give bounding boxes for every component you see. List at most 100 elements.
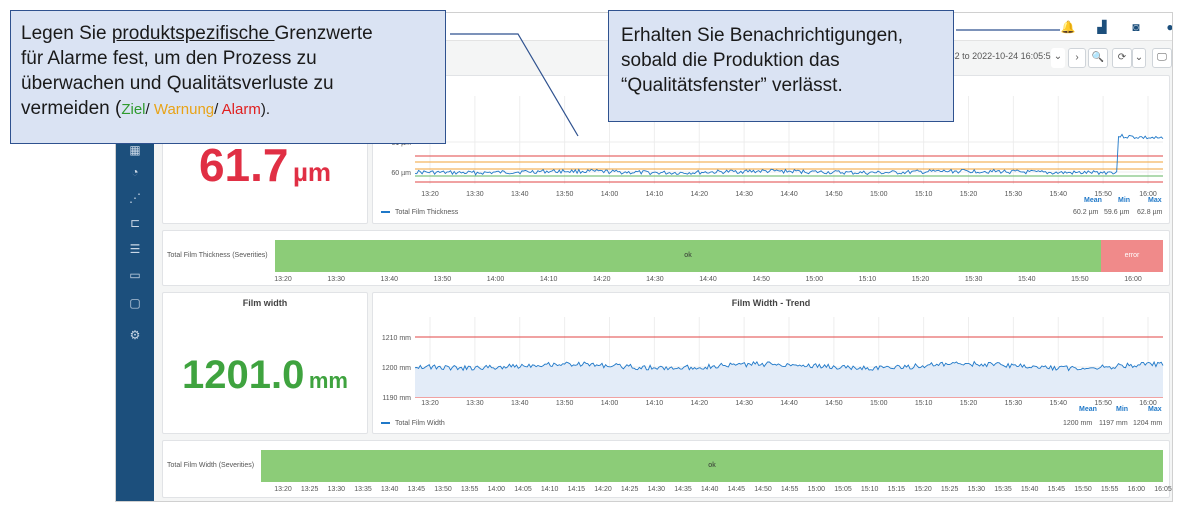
x-tick-label: 14:10 — [646, 191, 664, 198]
thickness-severity-axis: 13:20 13:30 13:40 13:50 14:00 14:10 14:20 14:30… — [274, 276, 1163, 286]
factory-icon[interactable]: ▟ — [1097, 20, 1107, 34]
x-tick-label: 14:00 — [601, 191, 619, 198]
width-legend[interactable]: Total Film Width — [381, 420, 1163, 427]
severity-error-bar[interactable]: error — [1101, 240, 1163, 272]
thickness-legend[interactable]: Total Film Thickness — [381, 209, 1163, 216]
x-tick-label: 14:50 — [825, 400, 843, 407]
axis-tick-label: 13:25 — [300, 486, 319, 493]
axis-tick-label: 14:50 — [754, 486, 772, 493]
axis-tick-label: 15:30 — [967, 486, 986, 493]
x-tick-label: 15:40 — [1049, 191, 1067, 198]
axis-tick-label: 14:30 — [646, 276, 664, 283]
x-tick-label: 13:30 — [466, 191, 484, 198]
axis-tick-label: 15:50 — [1074, 486, 1092, 493]
time-range-dropdown-icon[interactable]: ⌄ — [1051, 48, 1065, 68]
callout-notifications: Erhalten Sie Benachrichtigungen, sobald … — [608, 10, 954, 122]
x-tick-label: 15:00 — [870, 191, 888, 198]
width-stat-panel: Film width 1201.0 mm — [162, 292, 368, 434]
folder-icon[interactable]: ▢ — [129, 296, 141, 310]
axis-tick-label: 13:45 — [407, 486, 426, 493]
x-tick-label: 15:50 — [1094, 400, 1112, 407]
time-next-button[interactable]: › — [1068, 48, 1086, 68]
thickness-severity-panel: Total Film Thickness (Severities) ok err… — [162, 230, 1170, 286]
scatter-chart-icon[interactable]: ⋰ — [129, 191, 141, 205]
x-tick-label: 15:50 — [1094, 191, 1112, 198]
user-icon[interactable]: ● — [1166, 20, 1173, 34]
width-max-value: 1204 mm — [1133, 420, 1163, 427]
axis-tick-label: 14:20 — [594, 486, 612, 493]
thickness-min-value: 59.6 µm — [1104, 209, 1130, 216]
x-tick-label: 13:50 — [556, 191, 574, 198]
y-tick-label: 1210 mm — [382, 335, 411, 342]
axis-tick-label: 14:05 — [514, 486, 532, 493]
severity-ok-bar[interactable]: ok — [261, 450, 1163, 482]
axis-tick-label: 14:00 — [486, 276, 505, 283]
series-swatch-icon — [381, 211, 390, 214]
series-line — [414, 133, 1164, 176]
callout-line-4: vermeiden (Ziel/ Warnung/ Alarm). — [21, 98, 271, 119]
x-tick-label: 14:10 — [646, 400, 664, 407]
axis-tick-label: 14:55 — [780, 486, 799, 493]
width-max-header: Max — [1148, 406, 1162, 413]
pipeline-icon[interactable]: ⊏ — [129, 216, 141, 230]
severity-ok-bar[interactable]: ok — [275, 240, 1101, 272]
width-severity-label: Total Film Width (Severities) — [167, 462, 255, 469]
width-min-value: 1197 mm — [1099, 420, 1128, 427]
x-tick-label: 15:00 — [870, 400, 888, 407]
axis-tick-label: 13:20 — [274, 276, 292, 283]
x-tick-label: 13:20 — [421, 400, 439, 407]
axis-tick-label: 15:50 — [1071, 276, 1089, 283]
zoom-out-button[interactable]: 🔍 — [1088, 48, 1108, 68]
refresh-button[interactable]: ⟳ — [1112, 48, 1132, 68]
axis-tick-label: 14:25 — [620, 486, 639, 493]
time-range-text[interactable]: 2022-10-24 13:15:42 to 2022-10-24 16:05:… — [876, 51, 1056, 61]
axis-tick-label: 13:20 — [274, 486, 292, 493]
camera-icon[interactable]: ◙ — [1132, 20, 1140, 34]
calendar-icon[interactable]: ▭ — [129, 268, 141, 282]
x-tick-label: 14:40 — [780, 400, 798, 407]
series-line — [414, 360, 1164, 372]
pie-chart-icon[interactable]: ◔ — [131, 165, 139, 179]
axis-tick-label: 14:50 — [752, 276, 770, 283]
width-severity-panel: Total Film Width (Severities) ok 13:20 13… — [162, 440, 1172, 498]
axis-tick-label: 15:30 — [964, 276, 983, 283]
bell-icon[interactable]: 🔔 — [1060, 20, 1076, 34]
axis-tick-label: 13:30 — [327, 276, 345, 283]
axis-tick-label: 13:30 — [327, 486, 346, 493]
thickness-value: 61.7 µm — [198, 139, 332, 191]
axis-tick-label: 15:15 — [887, 486, 906, 493]
x-tick-label: 15:30 — [1005, 191, 1023, 198]
axis-tick-label: 13:40 — [380, 276, 399, 283]
axis-tick-label: 14:40 — [699, 276, 717, 283]
thickness-severity-label: Total Film Thickness (Severities) — [167, 252, 268, 259]
x-tick-label: 14:20 — [690, 191, 708, 198]
axis-tick-label: 14:00 — [487, 486, 506, 493]
thickness-min-header: Min — [1118, 197, 1131, 204]
dashboard-icon[interactable]: ▦ — [129, 143, 141, 157]
severity-ok-text: ok — [708, 462, 716, 469]
axis-tick-label: 13:40 — [380, 486, 399, 493]
x-tick-label: 13:50 — [556, 400, 574, 407]
legend-alarm: Alarm — [221, 101, 261, 118]
callout-thresholds: Legen Sie produktspezifische Grenzwerte … — [10, 10, 446, 144]
callout-line-3: “Qualitätsfenster” verlässt. — [621, 75, 843, 96]
axis-tick-label: 15:45 — [1047, 486, 1066, 493]
display-mode-button[interactable]: 🖵 — [1152, 48, 1172, 68]
x-tick-label: 13:30 — [466, 400, 484, 407]
axis-tick-label: 14:35 — [674, 486, 692, 493]
x-tick-label: 14:20 — [690, 400, 708, 407]
refresh-interval-dropdown[interactable]: ⌄ — [1132, 48, 1146, 68]
axis-tick-label: 14:45 — [727, 486, 746, 493]
width-chart-panel: Film Width - Trend 13:20 13:30 13:40 13:50 1… — [372, 292, 1170, 434]
x-tick-label: 14:30 — [735, 191, 753, 198]
settings-icon[interactable]: ⚙ — [129, 328, 141, 342]
list-icon[interactable]: ☰ — [129, 242, 141, 256]
x-tick-label: 15:10 — [915, 191, 933, 198]
callout-line-2: sobald die Produktion das — [621, 50, 840, 71]
callout-line-1: Erhalten Sie Benachrichtigungen, — [621, 25, 904, 46]
axis-tick-label: 15:05 — [834, 486, 852, 493]
thickness-max-value: 62.8 µm — [1137, 209, 1163, 216]
width-stat-title: Film width — [242, 298, 288, 308]
x-tick-label: 15:10 — [915, 400, 933, 407]
x-tick-label: 16:00 — [1139, 400, 1157, 407]
